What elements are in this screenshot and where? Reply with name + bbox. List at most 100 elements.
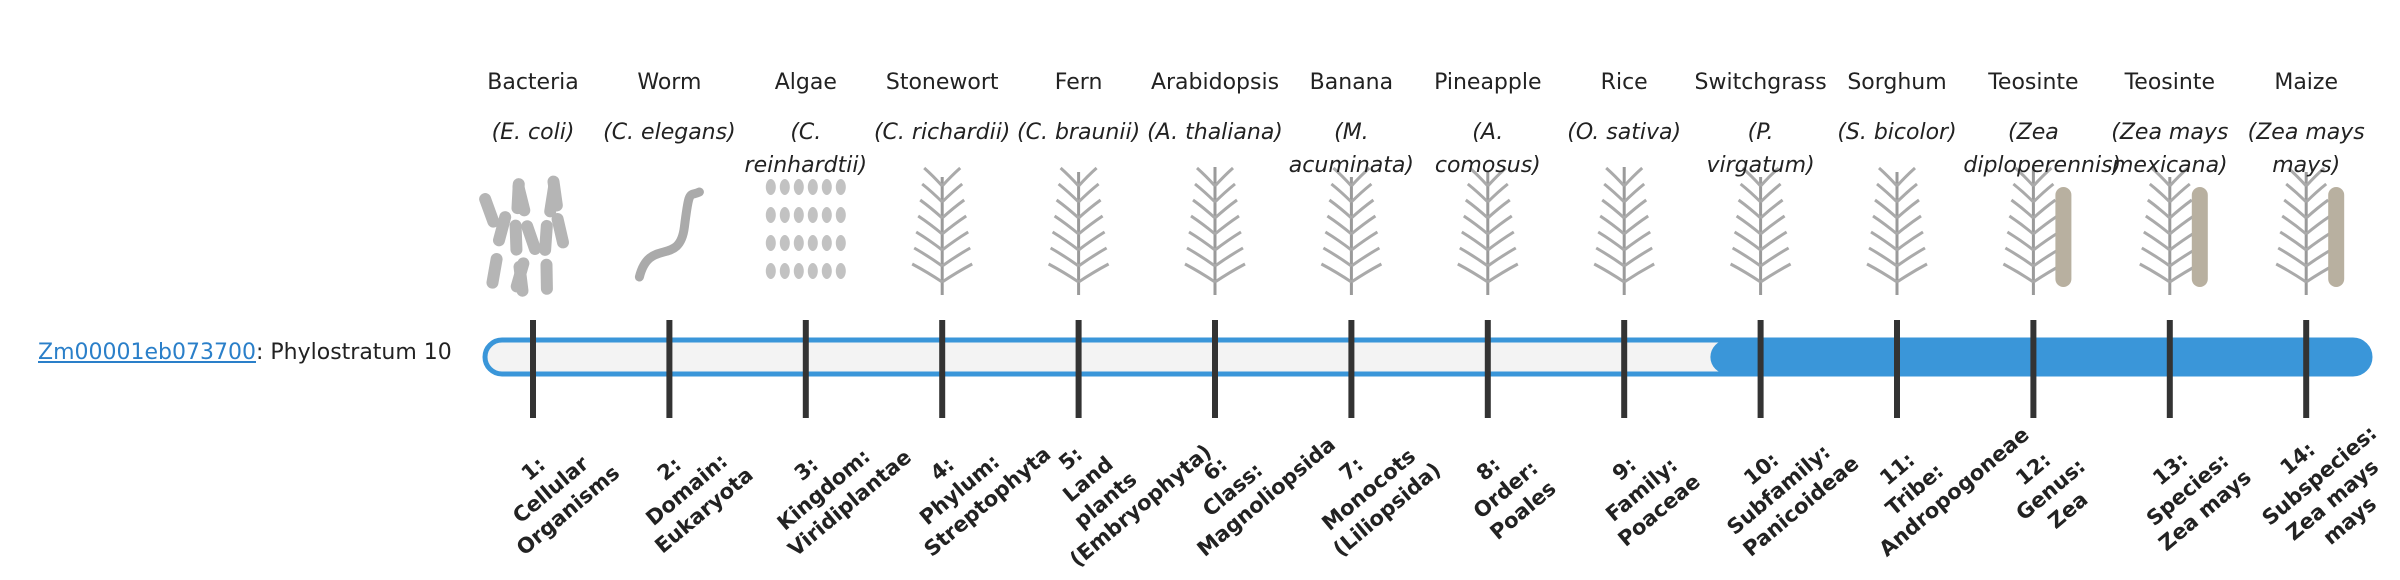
icon-part: [1457, 262, 1519, 284]
icon-part: [2010, 198, 2057, 220]
icon-part: [1593, 262, 1655, 284]
icon-part: [2283, 198, 2330, 220]
icon-part: [779, 263, 790, 279]
icon-part: [2008, 214, 2059, 236]
organism-illustration: [634, 187, 704, 282]
species-name: (C. braunii): [1017, 120, 1141, 145]
icon-part: [779, 179, 790, 195]
icon-part: [913, 246, 971, 268]
icon-part: [1739, 182, 1782, 204]
icon-part: [1603, 182, 1646, 204]
species-name: (A. thaliana): [1147, 120, 1283, 145]
icon-part: [1878, 166, 1916, 188]
icon-part: [1047, 262, 1110, 284]
icon-part: [1468, 166, 1507, 188]
icon-part: [1876, 182, 1918, 204]
icon-part: [921, 182, 964, 204]
icon-part: [1053, 214, 1104, 236]
organism-name: Bacteria: [487, 70, 579, 95]
icon-part: [1870, 230, 1924, 252]
icon-part: [821, 235, 832, 251]
icon-part: [1874, 198, 1920, 220]
icon-part: [2144, 214, 2195, 236]
icon-part: [1326, 214, 1377, 236]
icon-part: [779, 207, 790, 223]
gene-link[interactable]: Zm00001eb073700: [38, 340, 256, 365]
icon-part: [2285, 182, 2328, 204]
icon-part: [1332, 166, 1371, 188]
icon-part: [1866, 262, 1928, 284]
icon-part: [1872, 214, 1922, 236]
icon-part: [510, 257, 530, 293]
icon-part: [1059, 166, 1098, 188]
icon-part: [1461, 230, 1515, 252]
species-name: (P. virgatum): [1706, 120, 1815, 178]
icon-part: [793, 179, 804, 195]
icon-part: [821, 207, 832, 223]
icon-part: [919, 198, 966, 220]
icon-part: [1741, 166, 1780, 188]
icon-part: [1731, 246, 1790, 268]
icon-part: [2287, 166, 2326, 188]
icon-part: [1192, 198, 1238, 220]
icon-part: [539, 219, 553, 256]
icon-part: [765, 179, 776, 195]
species-name: (C. richardii): [873, 120, 1011, 145]
icon-part: [1464, 198, 1511, 220]
icon-part: [492, 211, 512, 247]
icon-part: [1605, 166, 1644, 188]
phylostratum-label: : Phylostratum 10: [255, 340, 452, 365]
species-name: (A. comosus): [1434, 120, 1541, 178]
icon-part: [1184, 262, 1246, 284]
icon-part: [765, 207, 776, 223]
icon-part: [1599, 214, 1650, 236]
icon-part: [509, 219, 523, 256]
icon-part: [1051, 230, 1106, 252]
icon-part: [821, 179, 832, 195]
icon-part: [1196, 166, 1234, 188]
organism-name: Switchgrass: [1694, 70, 1827, 95]
organism-name: Banana: [1309, 70, 1394, 95]
organism-name: Teosinte: [2124, 70, 2215, 95]
icon-part: [1733, 230, 1788, 252]
organism-name: Fern: [1054, 70, 1103, 95]
icon-part: [547, 175, 563, 212]
species-name: (C. elegans): [603, 120, 736, 145]
organism-name: Stonewort: [885, 70, 999, 95]
icon-part: [1328, 198, 1375, 220]
progress-fill: [1710, 340, 2370, 374]
icon-part: [1595, 246, 1653, 268]
icon-part: [1868, 246, 1926, 268]
icon-part: [1188, 230, 1242, 252]
icon-part: [807, 235, 818, 251]
organism-name: Worm: [637, 70, 702, 95]
organism-name: Rice: [1600, 70, 1648, 95]
icon-part: [807, 263, 818, 279]
organism-illustration: [1047, 166, 1110, 295]
organism-name: Maize: [2274, 70, 2339, 95]
icon-part: [1330, 182, 1373, 204]
icon-part: [807, 207, 818, 223]
icon-part: [915, 230, 969, 252]
organism-name: Pineapple: [1434, 70, 1542, 95]
icon-part: [765, 235, 776, 251]
icon-part: [1057, 182, 1100, 204]
icon-part: [835, 263, 846, 279]
organism-name: Arabidopsis: [1150, 70, 1280, 95]
organism-illustration: [1866, 166, 1928, 295]
icon-part: [2191, 187, 2208, 287]
icon-part: [1055, 198, 1102, 220]
species-name: (Zea mays mays): [2247, 120, 2365, 178]
organism-illustration: [2275, 166, 2345, 295]
icon-part: [1735, 214, 1786, 236]
icon-part: [551, 213, 569, 249]
icon-part: [1194, 182, 1236, 204]
icon-part: [1190, 214, 1240, 236]
icon-part: [835, 207, 846, 223]
icon-part: [765, 263, 776, 279]
icon-part: [1729, 262, 1792, 284]
icon-part: [512, 181, 531, 217]
icon-part: [479, 193, 500, 228]
icon-part: [917, 214, 968, 236]
